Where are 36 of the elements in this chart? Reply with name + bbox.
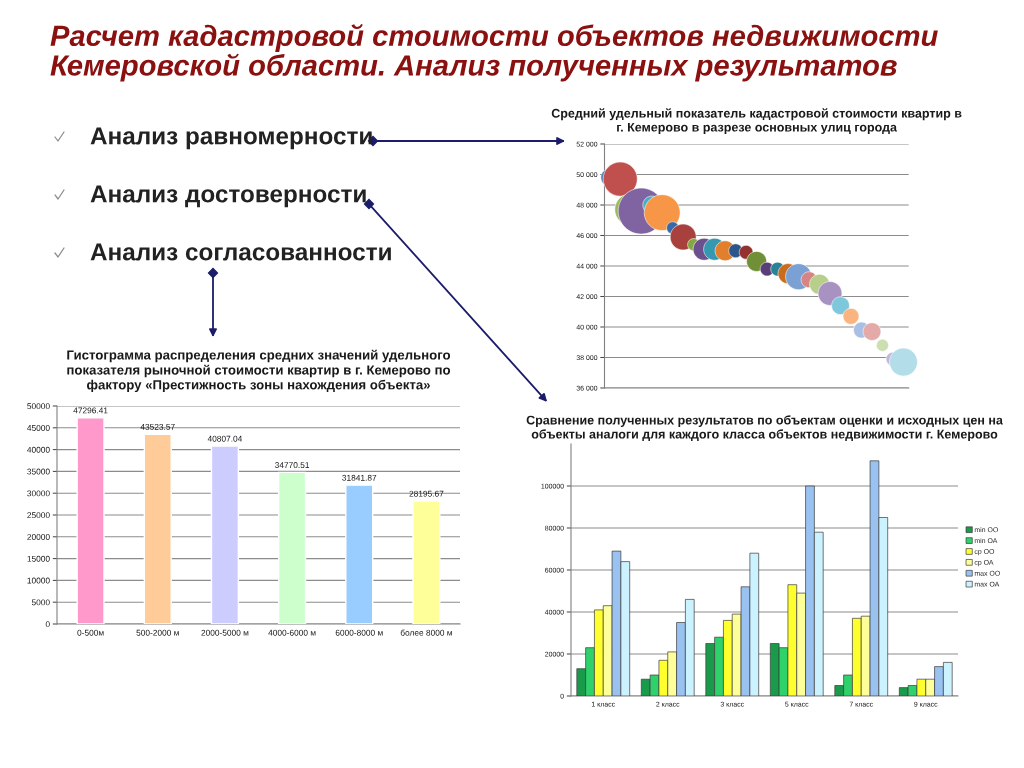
y-tick-label: 5000	[31, 599, 50, 606]
y-tick-label: 20000	[27, 534, 50, 540]
text: Анализ достоверности	[90, 185, 366, 208]
y-tick-label: 15000	[27, 555, 50, 562]
text: Анализ равномерности	[90, 127, 372, 150]
y-tick-label: 35000	[27, 468, 50, 475]
y-tick-label: 45000	[27, 425, 50, 431]
y-tick-label: 40000	[27, 446, 50, 453]
x-tick-label: 6000-8000 м	[335, 629, 383, 636]
text: Расчет кадастровой стоимости объектов недвижимости Кемеровской области. Анализ полученных результатов	[50, 24, 938, 82]
y-tick-label: 50000	[27, 403, 50, 410]
data-label: 28195.67	[409, 490, 444, 497]
y-tick-label: 30000	[27, 490, 50, 497]
chart-title: Сравнение полученных результатов по объектам оценки и исходных цен на объекты аналоги для каждого класса объектов недвижимости г. Кемерово	[526, 415, 1003, 442]
bar	[143, 433, 172, 624]
data-label: 40807.04	[207, 435, 243, 442]
data-label: 34770.51	[275, 462, 310, 468]
chart-title: Гистограмма распределения средних значений удельного показателя рыночной стоимости квартир в г. Кемерово по фактору «Престижность зоны нахождения объекта»	[67, 349, 451, 393]
data-label: 43523.57	[140, 423, 175, 430]
bar	[76, 417, 105, 624]
y-tick-label: 10000	[27, 577, 50, 584]
bar	[210, 445, 240, 624]
bar	[412, 500, 441, 624]
x-tick-label: 500-2000 м	[136, 629, 179, 636]
x-tick-label: 2000-5000 м	[201, 629, 249, 636]
data-label: 47296.41	[73, 407, 108, 414]
x-tick-label: 0-500м	[77, 629, 104, 636]
y-tick-label: 25000	[27, 512, 50, 519]
x-tick-label: более 8000 м	[400, 629, 452, 636]
y-tick-label: 0	[45, 621, 50, 628]
bar	[277, 471, 307, 624]
chart-title: Средний удельный показатель кадастровой стоимости квартир в г. Кемерово в разрезе основных улиц города	[551, 108, 962, 135]
text: Анализ согласованности	[90, 243, 391, 261]
bar	[345, 484, 374, 624]
data-label: 31841.87	[342, 474, 377, 481]
x-tick-label: 4000-6000 м	[268, 629, 316, 636]
